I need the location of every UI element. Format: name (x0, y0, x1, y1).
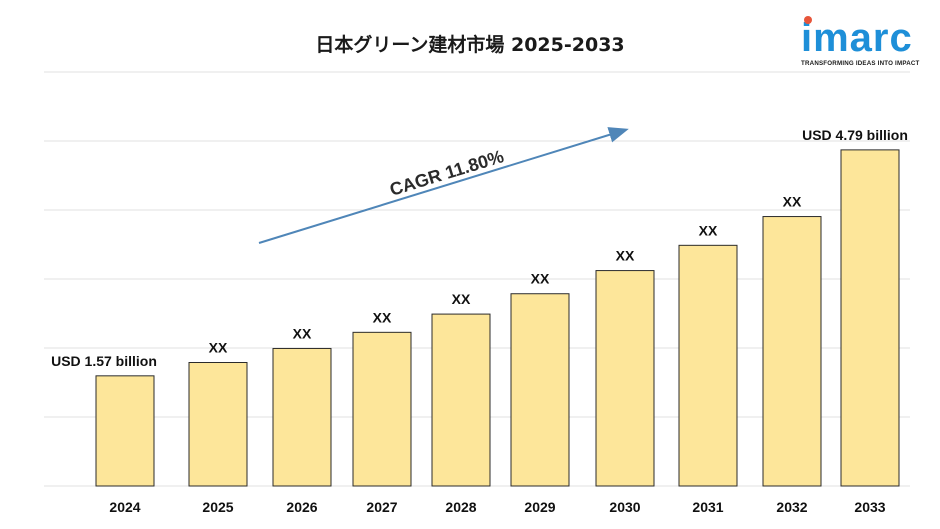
bar-2030 (595, 270, 655, 487)
x-tick-2027: 2027 (366, 499, 397, 515)
data-label-2026: XX (293, 325, 312, 341)
x-axis-ticks: 2024 2025 2026 2027 2028 2029 2030 2031 2032 2033 (109, 499, 885, 515)
data-label-2032: XX (783, 194, 802, 210)
x-tick-2029: 2029 (524, 499, 555, 515)
data-label-2024: USD 1.57 billion (51, 353, 157, 369)
imarc-logo: imarc TRANSFORMING IDEAS INTO IMPACT (801, 14, 931, 70)
cagr-arrow (258, 127, 629, 244)
x-tick-2028: 2028 (445, 499, 476, 515)
x-tick-2033: 2033 (854, 499, 885, 515)
bar-2031 (678, 244, 738, 487)
data-label-2031: XX (699, 222, 718, 238)
data-label-2029: XX (531, 271, 550, 287)
bar-2028 (431, 313, 491, 487)
x-tick-2031: 2031 (692, 499, 723, 515)
x-tick-2030: 2030 (609, 499, 640, 515)
bar-2024 (95, 375, 155, 487)
bars (95, 149, 900, 487)
data-label-2033: USD 4.79 billion (802, 127, 908, 143)
x-tick-2024: 2024 (109, 499, 140, 515)
bar-2033 (840, 149, 900, 487)
logo-tagline: TRANSFORMING IDEAS INTO IMPACT (801, 60, 920, 67)
data-labels: USD 1.57 billion XX XX XX XX XX XX XX XX USD 4.79… (51, 127, 908, 369)
bar-2026 (272, 347, 332, 487)
chart-title: 日本グリーン建材市場 2025-2033 (315, 34, 625, 56)
data-label-2027: XX (373, 309, 392, 325)
x-tick-2032: 2032 (776, 499, 807, 515)
bar-2029 (510, 293, 570, 487)
data-label-2028: XX (452, 291, 471, 307)
bar-2032 (762, 216, 822, 487)
bar-2027 (352, 331, 412, 487)
logo-wordmark: imarc (801, 16, 913, 60)
x-tick-2025: 2025 (202, 499, 233, 515)
data-label-2030: XX (616, 248, 635, 264)
data-label-2025: XX (209, 340, 228, 356)
logo-dot-icon (804, 16, 812, 24)
x-tick-2026: 2026 (286, 499, 317, 515)
bar-2025 (188, 362, 248, 487)
